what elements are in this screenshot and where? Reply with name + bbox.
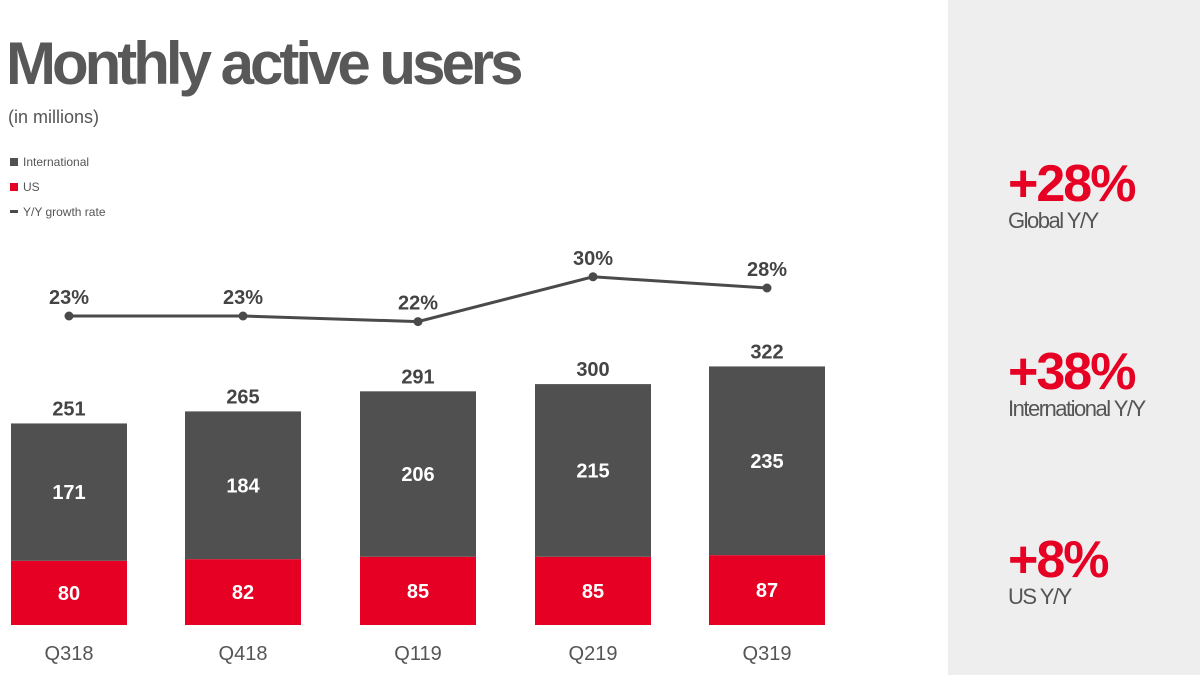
growth-label-q119: 22%	[398, 293, 438, 315]
data-label-international-q119: 206	[401, 464, 434, 486]
legend-swatch-growth	[10, 210, 18, 213]
bar-international-q418	[185, 411, 301, 560]
bar-international-q319	[709, 366, 825, 556]
x-tick-label-q319: Q319	[743, 643, 792, 665]
growth-point-q219	[588, 272, 598, 282]
data-label-us-q219: 85	[582, 581, 604, 603]
growth-label-q319: 28%	[747, 259, 787, 281]
chart-plot-area: 80 171 251 Q318 82 184 265 Q418 85 206 291 Q119 85 21…	[11, 248, 825, 665]
bar-international-q318	[11, 423, 127, 561]
growth-point-q119	[413, 317, 423, 327]
x-tick-label-q119: Q119	[394, 643, 441, 665]
legend-label-us: US	[23, 179, 40, 194]
bar-us-q219	[535, 556, 651, 625]
stat-international-value: +38%	[1008, 343, 1136, 401]
stat-global-label: Global Y/Y	[1008, 208, 1099, 233]
data-label-us-q119: 85	[407, 581, 429, 603]
data-label-total-q119: 291	[401, 366, 434, 388]
legend-item-international: International	[10, 149, 106, 174]
chart-title: Monthly active users	[6, 30, 524, 97]
stat-international-label: International Y/Y	[1008, 396, 1146, 421]
chart-subtitle: (in millions)	[8, 107, 100, 127]
data-label-international-q219: 215	[576, 460, 609, 482]
legend-swatch-international	[10, 157, 18, 166]
x-tick-label-q219: Q219	[569, 643, 618, 665]
stat-international: +38% International Y/Y	[1008, 343, 1146, 421]
bar-us-q319	[709, 555, 825, 625]
stat-us-label: US Y/Y	[1008, 584, 1072, 609]
bar-us-q418	[185, 559, 301, 625]
growth-point-q418	[238, 311, 248, 321]
x-tick-label-q318: Q318	[45, 643, 94, 665]
legend-label-growth: Y/Y growth rate	[23, 204, 106, 219]
bar-international-q219	[535, 384, 651, 557]
data-label-total-q318: 251	[52, 398, 85, 420]
data-label-us-q319: 87	[756, 580, 778, 602]
legend-swatch-us	[10, 182, 18, 191]
bar-international-q119	[360, 391, 476, 557]
data-label-us-q318: 80	[58, 583, 80, 605]
legend: International US Y/Y growth rate	[10, 149, 106, 224]
data-label-us-q418: 82	[232, 582, 254, 604]
legend-item-us: US	[10, 174, 106, 199]
legend-item-growth: Y/Y growth rate	[10, 199, 106, 224]
growth-point-q319	[762, 283, 772, 293]
data-label-international-q418: 184	[226, 475, 260, 497]
data-label-international-q319: 235	[750, 451, 783, 473]
growth-label-q219: 30%	[573, 248, 613, 270]
stat-us: +8% US Y/Y	[1008, 531, 1110, 609]
bar-us-q119	[360, 556, 476, 625]
stat-global-value: +28%	[1008, 155, 1136, 213]
growth-point-q318	[64, 311, 74, 321]
data-label-total-q219: 300	[576, 359, 609, 381]
x-tick-label-q418: Q418	[219, 643, 268, 665]
data-label-international-q318: 171	[52, 482, 85, 504]
stat-global: +28% Global Y/Y	[1008, 155, 1136, 233]
growth-label-q418: 23%	[223, 287, 263, 309]
bar-us-q318	[11, 560, 127, 625]
legend-label-international: International	[23, 154, 90, 169]
stat-us-value: +8%	[1008, 531, 1110, 589]
data-label-total-q319: 322	[750, 341, 783, 363]
growth-label-q318: 23%	[49, 287, 89, 309]
summary-panel: +28% Global Y/Y +38% International Y/Y +…	[948, 0, 1200, 675]
data-label-total-q418: 265	[226, 386, 259, 408]
